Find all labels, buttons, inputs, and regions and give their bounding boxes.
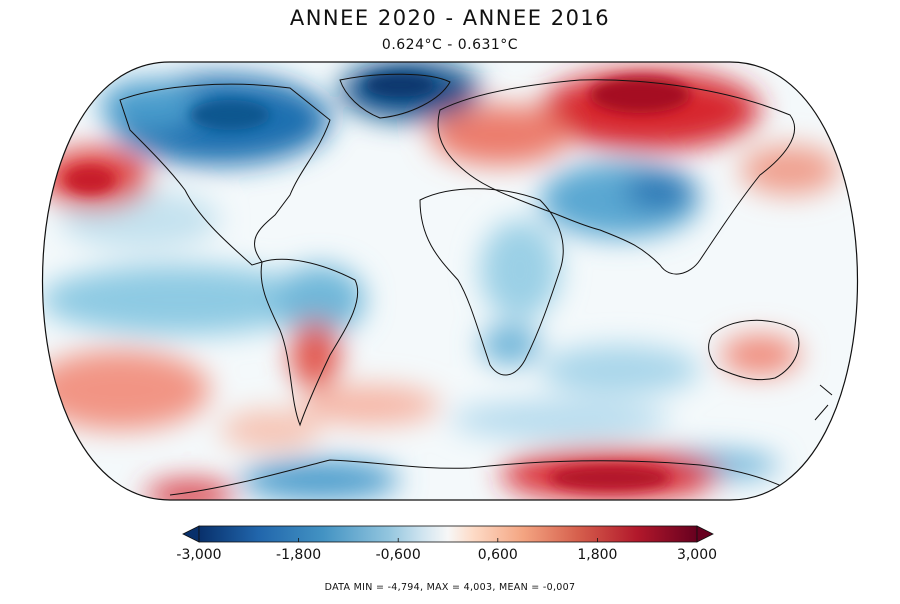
south-america-coast <box>260 258 359 427</box>
globe-outline <box>41 61 859 501</box>
warm-anomaly-south-pacific <box>42 350 210 430</box>
cold-anomaly-southern-africa <box>480 325 540 365</box>
cold-anomaly-alaska <box>100 80 200 130</box>
north-america-coast <box>119 83 331 266</box>
cold-anomaly-indian-ocean <box>540 345 700 395</box>
warm-anomaly-australia <box>720 335 800 375</box>
map-title: ANNEE 2020 - ANNEE 2016 <box>289 6 611 30</box>
africa-coast <box>419 188 564 376</box>
colorbar-tick-label: 0,600 <box>477 547 518 563</box>
australia-coast <box>708 319 800 381</box>
antarctica-coast <box>169 459 791 496</box>
colorbar-tick-label: -1,800 <box>276 547 322 563</box>
colorbar-tick-label: 1,800 <box>577 547 618 563</box>
coastlines <box>119 73 833 496</box>
new-zealand-coast <box>814 384 833 421</box>
greenland-coast <box>339 73 451 119</box>
cold-anomaly-tibet <box>625 170 695 210</box>
warm-anomaly-far-east <box>740 145 840 195</box>
eurasia-coast <box>437 79 796 275</box>
colorbar-ticks <box>198 538 698 542</box>
colorbar-extend-high <box>696 525 714 543</box>
colorbar-tick-label: -3,000 <box>176 547 222 563</box>
colorbar-extend-low <box>182 525 200 543</box>
data-stats: DATA MIN = -4,794, MAX = 4,003, MEAN = -… <box>324 582 576 593</box>
cold-anomaly-brazil <box>275 265 365 335</box>
cold-anomaly-antarctica-west <box>240 460 400 500</box>
warm-anomaly-europe <box>430 105 570 165</box>
colorbar-bar <box>198 525 698 543</box>
warm-anomaly-south-america <box>290 320 340 390</box>
anomaly-field <box>42 62 858 500</box>
colorbar-tick-label: -0,600 <box>375 547 421 563</box>
map-subtitle: 0.624°C - 0.631°C <box>381 37 519 53</box>
cold-anomaly-africa <box>480 220 560 320</box>
warm-anomaly-antarctica-west-edge <box>145 480 235 500</box>
warm-anomaly-south-atlantic <box>300 385 440 425</box>
colorbar-tick-label: 3,000 <box>676 547 718 563</box>
warm-anomaly-pacific-south <box>220 410 320 450</box>
cold-anomaly-east-pacific <box>42 265 320 335</box>
cold-anomaly-southern-ocean <box>450 400 670 440</box>
